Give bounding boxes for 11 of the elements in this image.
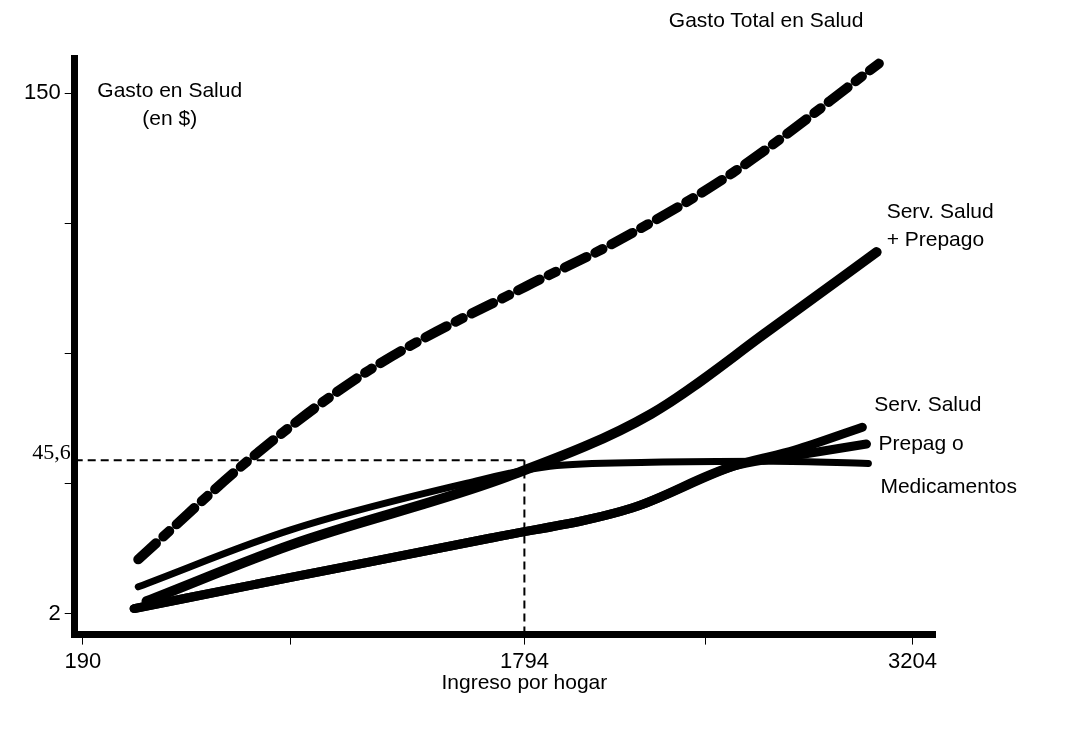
x-tick-label: 3204	[887, 647, 937, 673]
series-label: Gasto Total en Salud	[668, 8, 864, 32]
series-label: Medicamentos	[880, 474, 1017, 498]
y-tick-label: 2	[48, 599, 61, 625]
series-label: Serv. Salud	[874, 391, 982, 415]
ref-line-label: 45,6	[32, 438, 71, 464]
x-tick-label: 190	[64, 647, 102, 673]
series-label: Prepag o	[878, 430, 964, 454]
y-axis-title: Gasto en Salud (en $)	[97, 78, 243, 130]
series-label: Serv. Salud + Prepago	[886, 198, 994, 250]
y-tick-label: 150	[23, 79, 61, 105]
